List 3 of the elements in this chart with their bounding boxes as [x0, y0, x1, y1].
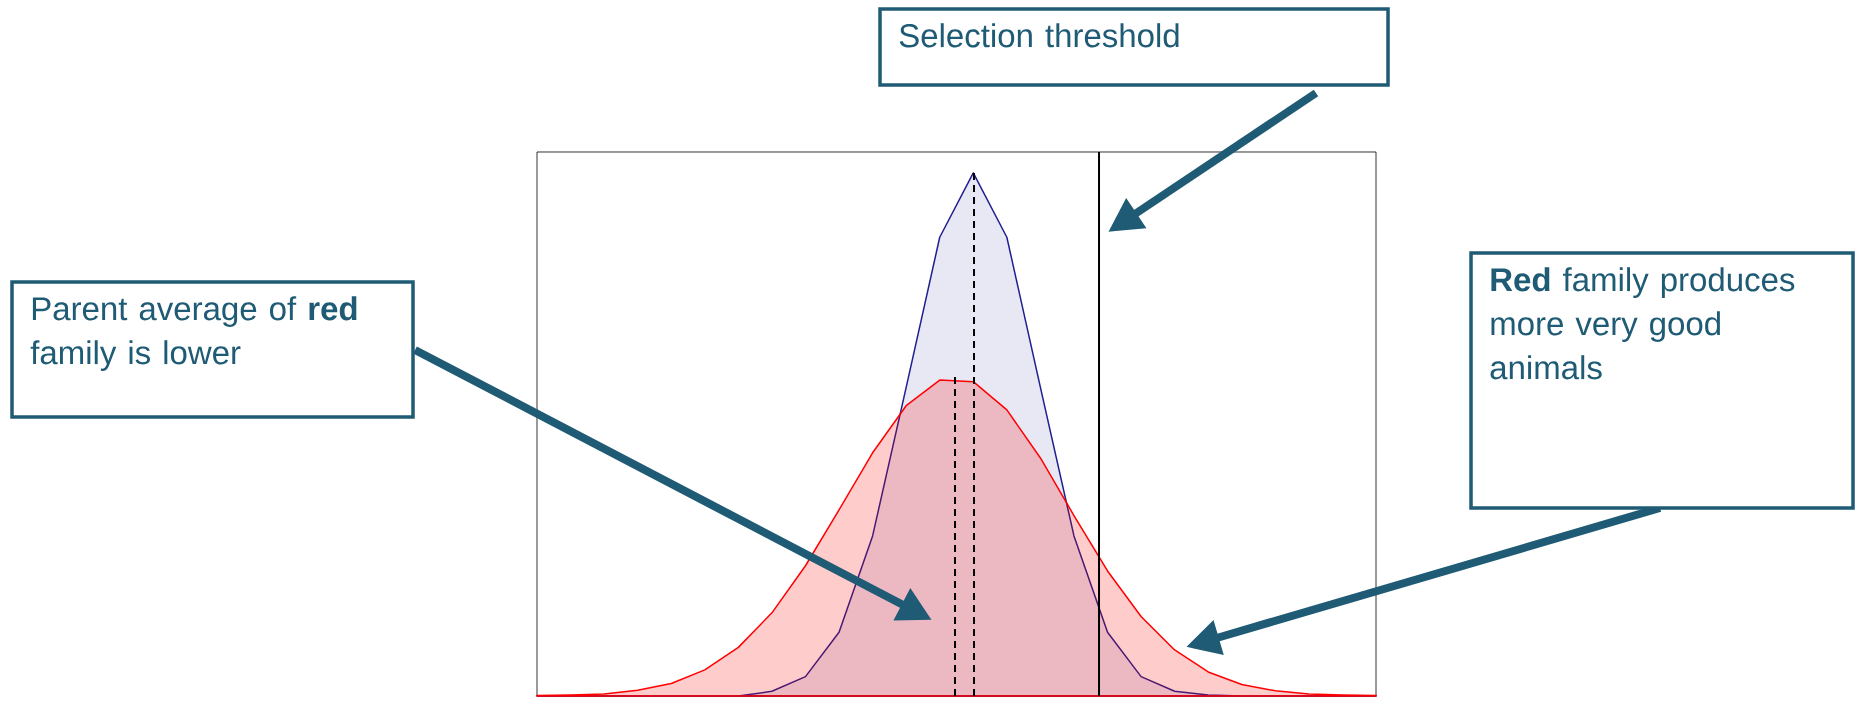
text: Parent average of red family is lower: [30, 296, 357, 371]
text: Selection threshold: [899, 23, 1179, 48]
text: Red family produces more very good animals: [1490, 267, 1795, 380]
